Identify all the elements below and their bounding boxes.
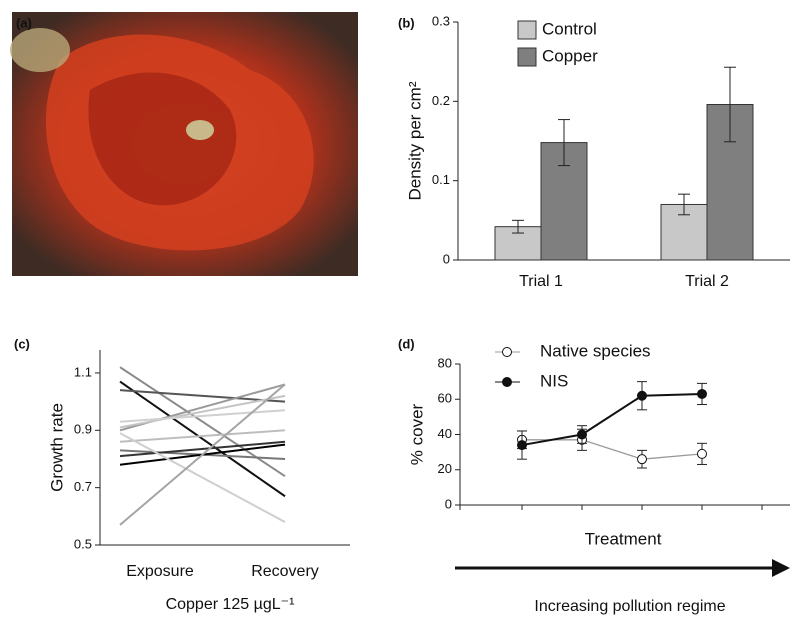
y-tick-label: 0.9 bbox=[74, 422, 92, 437]
legend-swatch bbox=[517, 20, 537, 40]
legend-label: Copper bbox=[542, 46, 598, 65]
series-line bbox=[119, 380, 286, 498]
x-axis-title: Treatment bbox=[585, 529, 662, 548]
series-line bbox=[119, 389, 286, 403]
x-tick-label: Trial 2 bbox=[685, 273, 729, 290]
y-tick-label: 20 bbox=[438, 461, 452, 476]
y-tick-label: 60 bbox=[438, 391, 452, 406]
y-tick-label: 0.2 bbox=[432, 93, 450, 108]
panel-label: (a) bbox=[16, 15, 32, 30]
legend-marker bbox=[502, 347, 512, 357]
point bbox=[637, 454, 647, 465]
series-line bbox=[119, 440, 286, 458]
legend-marker bbox=[502, 377, 512, 387]
point bbox=[637, 390, 647, 401]
x-axis-title: Copper 125 µgL⁻¹ bbox=[166, 596, 295, 613]
series-line bbox=[119, 383, 286, 526]
arrow-head bbox=[772, 559, 790, 577]
y-tick-label: 80 bbox=[438, 355, 452, 370]
series-line bbox=[522, 439, 703, 460]
legend-label: NIS bbox=[540, 371, 568, 390]
panel-label: (c) bbox=[14, 336, 30, 351]
x-tick-label: Recovery bbox=[251, 563, 319, 580]
y-tick-label: 0.3 bbox=[432, 13, 450, 28]
y-axis-title: Growth rate bbox=[47, 403, 66, 492]
legend-label: Native species bbox=[540, 341, 651, 360]
annotation: Increasing pollution regime bbox=[534, 598, 725, 615]
series-line bbox=[119, 432, 286, 523]
y-tick-label: 0 bbox=[445, 496, 452, 511]
y-tick-label: 0.1 bbox=[432, 172, 450, 187]
series-line bbox=[119, 429, 286, 443]
y-tick-label: 0.5 bbox=[74, 536, 92, 551]
series-line bbox=[119, 394, 286, 429]
y-tick-label: 1.1 bbox=[74, 364, 92, 379]
y-tick-label: 0 bbox=[443, 251, 450, 266]
point bbox=[697, 448, 707, 459]
x-tick-label: Trial 1 bbox=[519, 273, 563, 290]
point bbox=[577, 429, 587, 440]
point bbox=[697, 388, 707, 399]
panel-label: (d) bbox=[398, 336, 415, 351]
series-line bbox=[521, 392, 703, 447]
y-axis-title: % cover bbox=[407, 403, 426, 465]
photo: (a) bbox=[10, 12, 358, 276]
series-line bbox=[119, 409, 286, 423]
y-tick-label: 40 bbox=[438, 426, 452, 441]
y-axis-title: Density per cm² bbox=[405, 81, 424, 200]
legend-swatch bbox=[517, 47, 537, 67]
point bbox=[517, 440, 527, 451]
panel-label: (b) bbox=[398, 15, 415, 30]
x-tick-label: Exposure bbox=[126, 563, 194, 580]
legend-label: Control bbox=[542, 19, 597, 38]
y-tick-label: 0.7 bbox=[74, 479, 92, 494]
